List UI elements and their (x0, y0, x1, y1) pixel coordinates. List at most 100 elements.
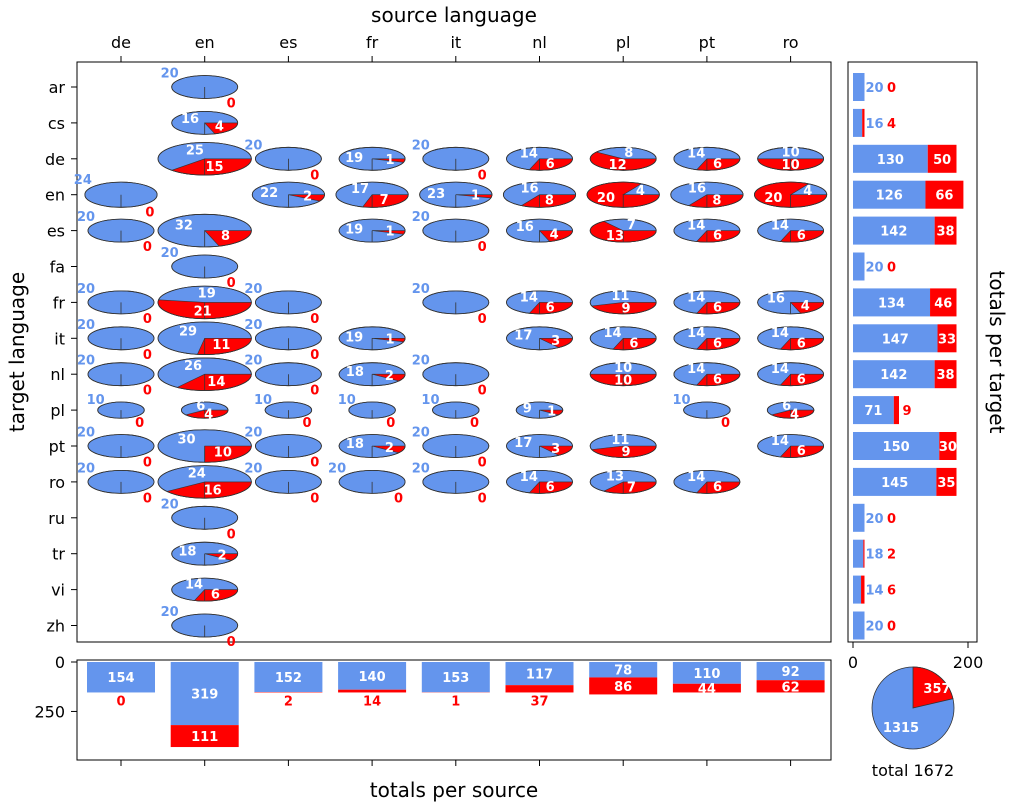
pie-red-label: 0 (478, 491, 487, 506)
target-bar-blue-label: 20 (865, 620, 883, 635)
pie-red-label: 8 (545, 194, 554, 209)
pie-cell-nl-fr: 14 6 (506, 290, 573, 316)
target-bar-red (863, 539, 865, 568)
pie-red-label: 3 (551, 334, 560, 349)
target-bar-red-label: 4 (887, 117, 896, 132)
target-bar-blue (853, 252, 865, 281)
source-bar-blue (254, 662, 323, 693)
pie-blue-label: 23 (427, 187, 445, 202)
pie-blue-label: 20 (412, 461, 430, 476)
pie-outline (157, 213, 252, 248)
matrix-panel: source language target language de en es fr… (5, 3, 832, 650)
pie-red-label: 12 (609, 158, 627, 173)
source-tick-label: pl (616, 33, 631, 52)
target-bar-blue (853, 288, 931, 317)
pie-red-label: 0 (478, 168, 487, 183)
pie-blue-label: 16 (767, 292, 785, 307)
target-tick-label: fr (53, 293, 66, 312)
pie-blue-label: 20 (161, 497, 179, 512)
source-bar-red (672, 683, 741, 693)
target-bar-blue (853, 432, 940, 460)
pie-red-label: 6 (546, 301, 555, 316)
pie-blue-label: 10 (782, 145, 800, 160)
pie-cell-pt-en: 16 8 (670, 182, 744, 209)
pie-blue-label: 14 (520, 470, 538, 485)
pie-red-label: 1 (386, 153, 395, 168)
target-bar-blue (853, 360, 935, 389)
pie-red-label: 10 (214, 445, 232, 460)
pie-cell-it-en: 23 1 (419, 181, 493, 208)
pie-red-label: 1 (471, 189, 480, 204)
pie-cell-es-ro: 20 0 (244, 461, 322, 506)
pie-outline (766, 401, 815, 419)
pie-blue-label: 29 (179, 324, 197, 339)
pie-blue-label: 14 (771, 326, 789, 341)
overall-pie: 357 1315 total 1672 (871, 666, 955, 780)
target-tick-label: it (54, 329, 65, 348)
pie-cell-nl-es: 16 4 (506, 218, 573, 243)
source-bar-red-label: 62 (782, 680, 800, 695)
pie-red-label: 0 (227, 97, 236, 112)
source-bar-blue (505, 662, 574, 686)
target-bar-blue-label: 142 (880, 368, 907, 383)
pie-outline (683, 401, 731, 419)
pie-blue-label: 6 (782, 399, 791, 414)
source-bar-red (170, 725, 239, 748)
target-tick-label: fa (50, 258, 65, 277)
pie-cell-de-es: 20 0 (77, 210, 155, 255)
pie-blue-label: 14 (603, 326, 621, 341)
pie-red-label: 0 (135, 416, 144, 431)
target-bar-blue (853, 396, 894, 425)
pie-blue-label: 16 (521, 182, 539, 197)
pie-red-label: 6 (713, 301, 722, 316)
pie-red-label: 6 (797, 372, 806, 387)
pie-blue-label: 19 (345, 223, 363, 238)
target-bar-blue-label: 147 (882, 332, 909, 347)
pie-cell-pl-en: 4 20 (586, 181, 660, 208)
target-bar-blue-label: 126 (876, 189, 903, 204)
pie-red-label: 0 (143, 456, 152, 471)
pie-cell-ro-nl: 14 6 (757, 362, 824, 387)
source-tick-label: it (450, 33, 461, 52)
pie-blue-label: 14 (687, 290, 705, 305)
pie-blue-label: 11 (611, 433, 629, 448)
source-tick-label: es (279, 33, 297, 52)
pie-cell-en-pt: 30 10 (157, 429, 252, 463)
target-bar-red-label: 0 (887, 620, 896, 635)
pie-blue-label: 14 (520, 290, 538, 305)
pie-cell-it-fr: 20 0 (412, 282, 490, 327)
pie-red-label: 11 (212, 338, 230, 353)
target-bar-red-label: 46 (934, 296, 952, 311)
target-tick-label: zh (46, 617, 65, 636)
target-bar-blue-label: 18 (865, 548, 883, 563)
target-axis-title: target language (5, 272, 29, 432)
pie-cell-en-nl: 26 14 (157, 357, 252, 391)
pie-cell-it-ro: 20 0 (412, 461, 490, 506)
target-bar-red (925, 180, 964, 209)
pie-blue-label: 14 (771, 434, 789, 449)
pie-red-label: 0 (478, 240, 487, 255)
pie-blue-label: 20 (412, 354, 430, 369)
pie-red-label: 0 (310, 384, 319, 399)
target-bar-blue (853, 539, 864, 568)
target-bar-blue (853, 73, 865, 101)
pie-blue-label: 20 (161, 605, 179, 620)
pie-outline (348, 401, 396, 419)
pie-red-label: 20 (764, 191, 782, 206)
pie-blue-label: 10 (673, 393, 691, 408)
source-totals-frame (76, 659, 832, 761)
pie-blue-label: 17 (514, 436, 532, 451)
pie-cell-nl-en: 16 8 (502, 182, 577, 209)
pie-red-label: 0 (394, 491, 403, 506)
matrix-frame (76, 61, 832, 643)
pie-blue-label: 4 (803, 184, 812, 199)
pie-cell-ro-es: 14 6 (757, 218, 824, 244)
pie-blue-label: 20 (244, 318, 262, 333)
pie-cell-de-ro: 20 0 (77, 461, 155, 506)
pie-blue-label: 20 (161, 246, 179, 261)
pie-cell-en-ar: 20 0 (161, 67, 239, 112)
